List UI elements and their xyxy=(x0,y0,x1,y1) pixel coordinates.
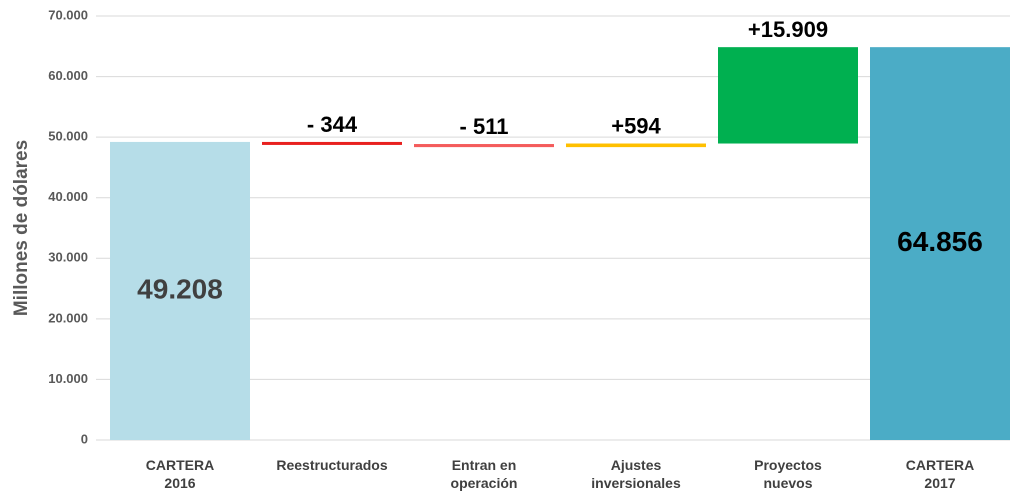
bar xyxy=(262,141,402,145)
value-label: - 511 xyxy=(460,114,509,139)
y-tick-label: 60.000 xyxy=(48,68,88,83)
value-label: +594 xyxy=(611,113,661,138)
value-label: 64.856 xyxy=(897,226,983,257)
x-tick-label: CARTERA 2017 xyxy=(905,457,975,491)
value-label: - 344 xyxy=(307,112,358,137)
bar xyxy=(718,47,858,144)
bar xyxy=(870,47,1010,440)
x-tick-label-box: CARTERA 2017 xyxy=(864,456,1010,492)
x-tick-label: CARTERA 2016 xyxy=(145,457,215,491)
y-tick-label: 50.000 xyxy=(48,129,88,144)
y-tick-label: 0 xyxy=(81,431,88,446)
bar xyxy=(110,141,250,440)
y-tick-label: 30.000 xyxy=(48,250,88,265)
x-tick-label-box: CARTERA 2016 xyxy=(104,456,256,492)
y-axis-label: Millones de dólares xyxy=(11,140,32,316)
x-tick-label: Ajustes inversionales xyxy=(591,457,681,491)
y-tick-label: 40.000 xyxy=(48,189,88,204)
value-label: 49.208 xyxy=(137,273,223,304)
bar xyxy=(414,144,554,148)
y-tick-label: 70.000 xyxy=(48,7,88,22)
x-tick-label-box: Entran en operación xyxy=(408,456,560,492)
x-tick-label-box: Ajustes inversionales xyxy=(560,456,712,492)
value-label: +15.909 xyxy=(748,17,828,42)
y-tick-label: 10.000 xyxy=(48,371,88,386)
y-tick-label: 20.000 xyxy=(48,310,88,325)
x-tick-label-box: Reestructurados xyxy=(256,456,408,474)
x-tick-label-box: Proyectos nuevos xyxy=(712,456,864,492)
bar xyxy=(566,143,706,148)
x-tick-label: Proyectos nuevos xyxy=(754,457,822,491)
x-tick-label: Reestructurados xyxy=(276,457,388,473)
x-tick-label: Entran en operación xyxy=(450,457,518,491)
